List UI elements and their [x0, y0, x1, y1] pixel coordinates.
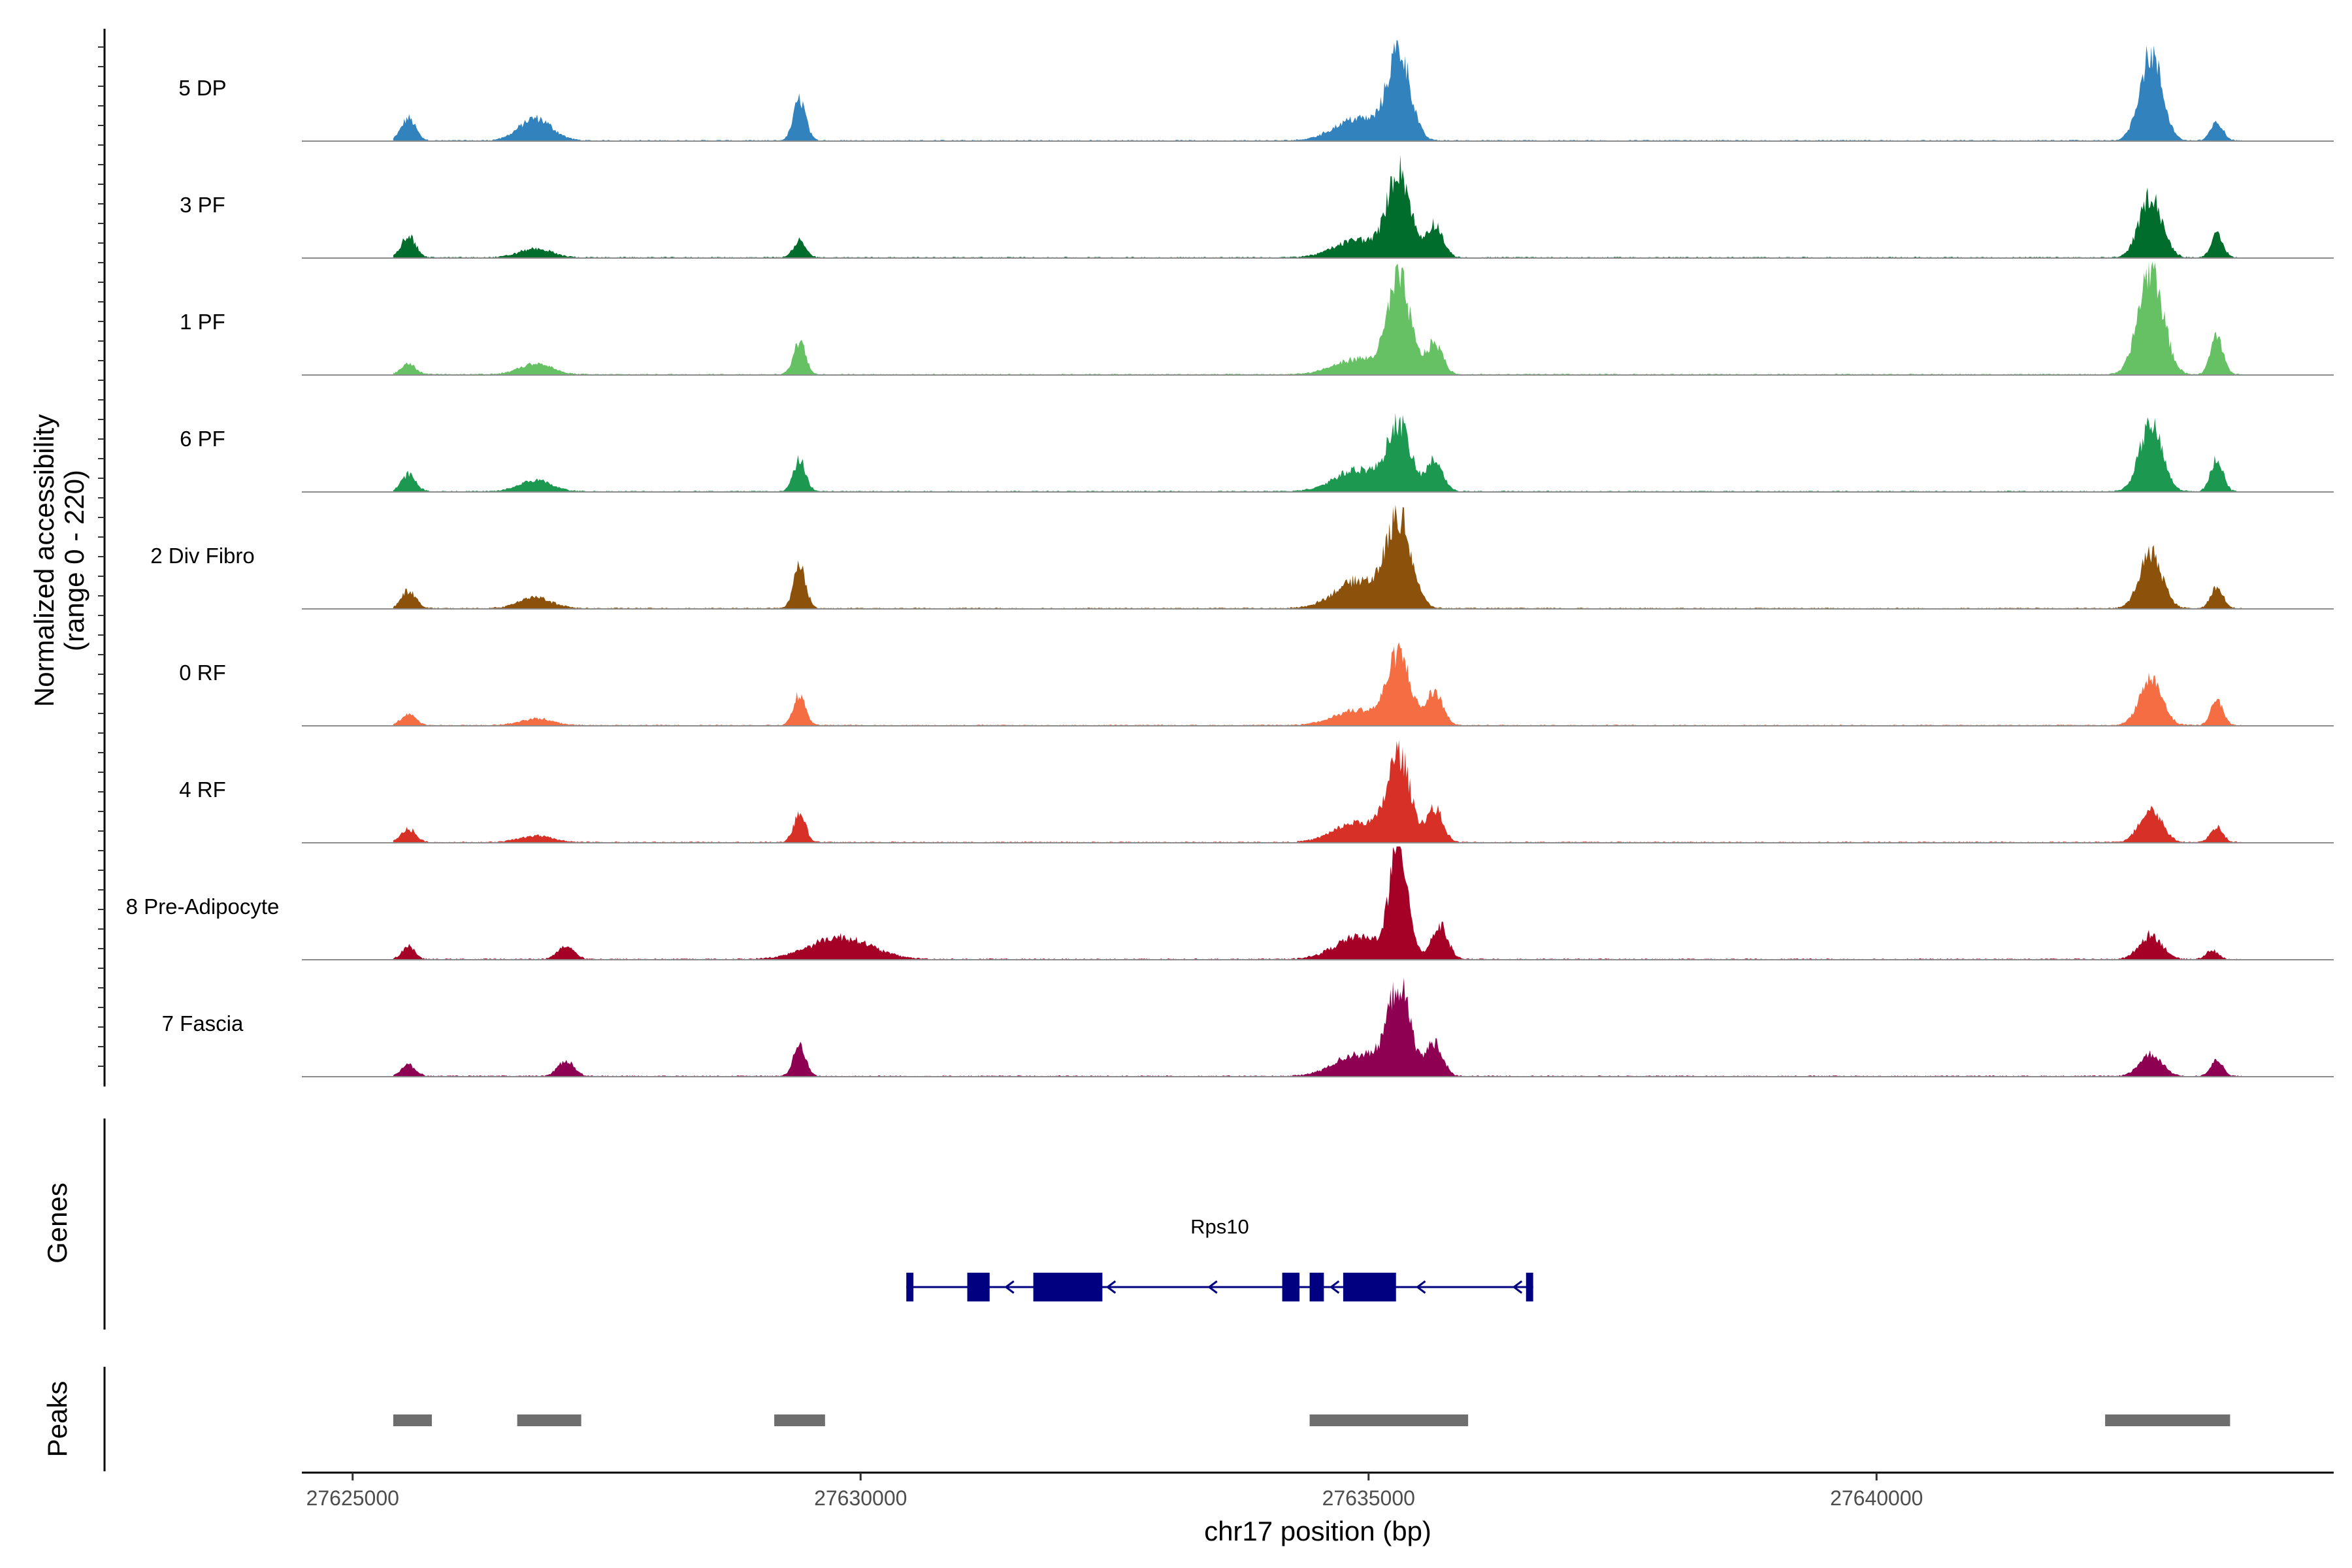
y-axis-title-line-2: (range 0 - 220)	[59, 470, 90, 651]
peaks-panel-title: Peaks	[42, 1381, 73, 1458]
coverage-area	[393, 261, 2242, 375]
x-tick-label: 27625000	[306, 1486, 399, 1510]
strand-arrow	[1329, 1280, 1340, 1294]
peak-region	[2105, 1414, 2230, 1426]
coverage-tracks: 5 DP 3 PF 1 PF 6 PF 2 Div Fibro 0 RF 4 RF 8 Pre…	[126, 40, 2334, 1077]
genes-panel-title: Genes	[42, 1183, 73, 1264]
peak-region	[774, 1414, 825, 1426]
track-4-rf: 4 RF	[179, 740, 2334, 843]
peak-region	[393, 1414, 433, 1426]
gene-exon	[1343, 1273, 1396, 1301]
track-2-div-fibro: 2 Div Fibro	[150, 504, 2334, 610]
y-axis	[98, 29, 106, 1086]
x-axis-ticks: 27625000 27630000 27635000 27640000	[306, 1473, 1923, 1510]
x-tick-label: 27630000	[814, 1486, 907, 1510]
strand-arrow	[1416, 1280, 1426, 1294]
peak-region	[1309, 1414, 1469, 1426]
x-axis-title: chr17 position (bp)	[1204, 1516, 1431, 1546]
track-5-dp: 5 DP	[178, 40, 2334, 142]
track-6-pf: 6 PF	[180, 412, 2334, 493]
strand-arrow	[1207, 1280, 1218, 1294]
track-label: 5 DP	[178, 76, 226, 100]
track-label: 4 RF	[179, 777, 226, 802]
track-3-pf: 3 PF	[180, 155, 2334, 259]
gene-model-rps10	[906, 1273, 1533, 1301]
gene-exon	[1033, 1273, 1103, 1301]
track-label: 2 Div Fibro	[150, 544, 255, 568]
track-label: 7 Fascia	[162, 1011, 244, 1036]
strand-arrow	[1004, 1280, 1015, 1294]
strand-arrow	[1105, 1280, 1117, 1294]
track-label: 3 PF	[180, 193, 225, 217]
coverage-area	[393, 846, 2242, 960]
coverage-area	[393, 977, 2242, 1077]
peak-region	[517, 1414, 581, 1426]
track-7-fascia: 7 Fascia	[162, 977, 2334, 1077]
y-axis-title-line-1: Normalized accessibility	[29, 414, 59, 707]
x-tick-label: 27635000	[1322, 1486, 1415, 1510]
gene-exon	[906, 1273, 914, 1301]
track-label: 6 PF	[180, 427, 225, 451]
coverage-area	[393, 412, 2242, 492]
x-tick-label: 27640000	[1830, 1486, 1923, 1510]
track-1-pf: 1 PF	[180, 261, 2334, 376]
gene-label: Rps10	[1190, 1215, 1249, 1238]
track-label: 8 Pre-Adipocyte	[126, 894, 280, 919]
coverage-area	[393, 740, 2242, 843]
track-label: 1 PF	[180, 310, 225, 334]
coverage-area	[393, 155, 2242, 258]
strand-arrow	[1512, 1280, 1523, 1294]
track-0-rf: 0 RF	[179, 642, 2334, 727]
coverage-area	[393, 504, 2242, 609]
gene-exon	[1309, 1273, 1324, 1301]
track-8-pre-adipocyte: 8 Pre-Adipocyte	[126, 846, 2334, 960]
gene-exon	[967, 1273, 990, 1301]
track-label: 0 RF	[179, 661, 226, 685]
peak-regions	[393, 1414, 2230, 1426]
coverage-area	[393, 40, 2242, 141]
coverage-area	[393, 642, 2242, 726]
gene-exon	[1526, 1273, 1533, 1301]
gene-exon	[1282, 1273, 1300, 1301]
